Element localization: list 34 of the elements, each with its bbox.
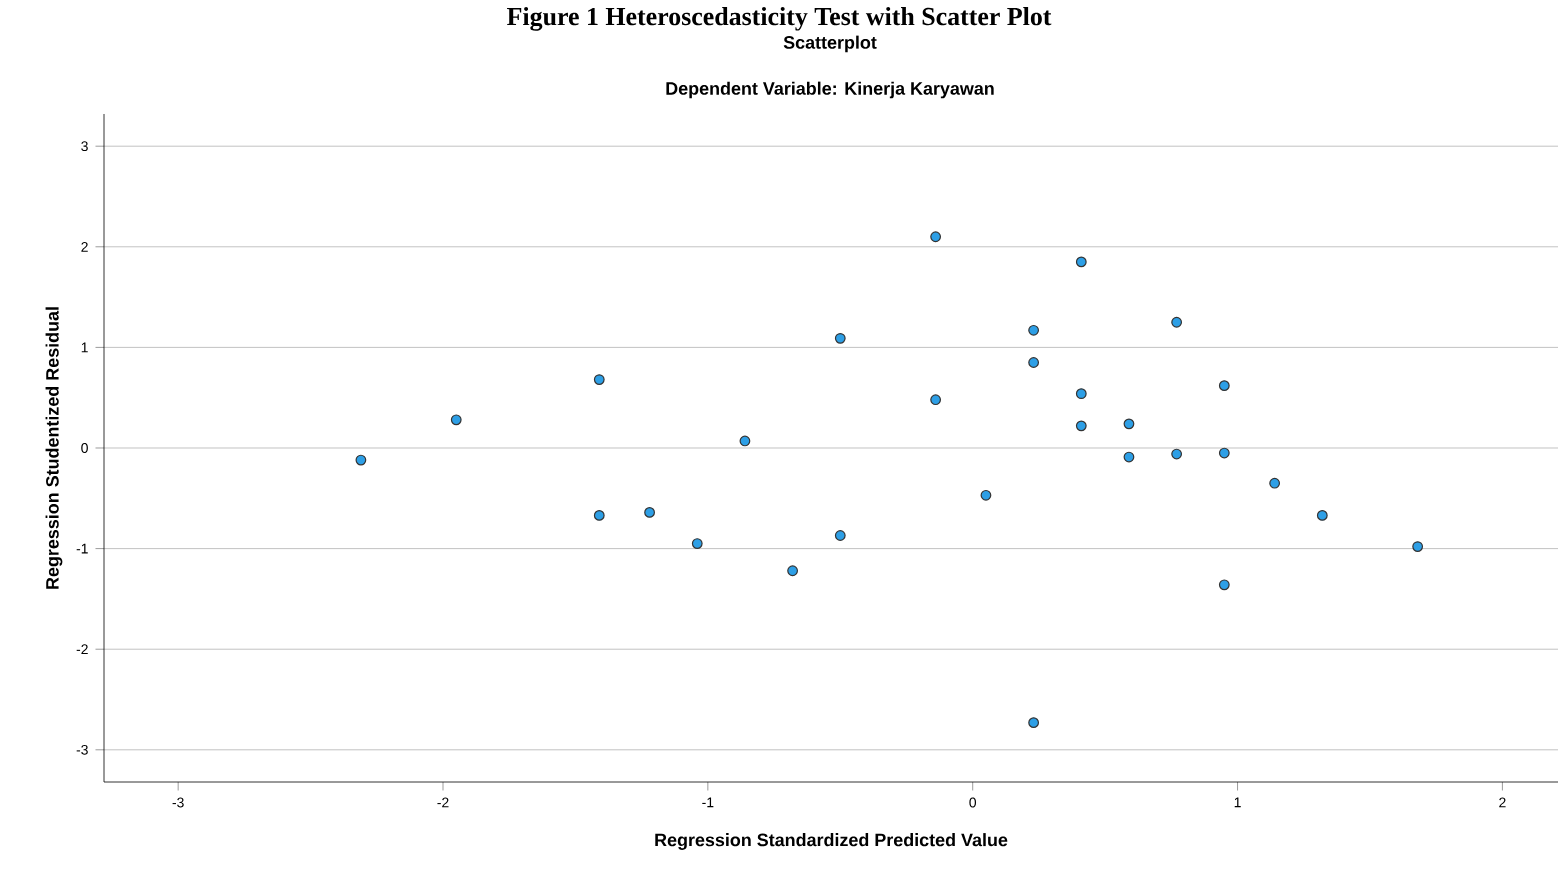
point <box>1218 579 1230 591</box>
point <box>1123 418 1135 430</box>
point <box>930 394 942 406</box>
point <box>930 231 942 243</box>
point <box>1218 447 1230 459</box>
chart-subtitle: Dependent Variable: Kinerja Karyawan <box>666 81 994 99</box>
point <box>1028 357 1040 368</box>
point <box>1316 510 1328 521</box>
point <box>1123 451 1135 463</box>
point <box>1075 420 1087 432</box>
point <box>593 510 605 521</box>
point <box>593 374 605 385</box>
point <box>1218 380 1230 392</box>
point <box>644 506 655 518</box>
point <box>1171 316 1183 328</box>
x-axis-title: Regression Standardized Predicted Value <box>655 833 1008 850</box>
point <box>787 565 799 577</box>
point <box>1269 477 1281 489</box>
y-axis-title: Regression Studentized Residual <box>45 307 63 589</box>
point <box>1028 717 1040 729</box>
caption: Figure 1 Heteroscedasticity Test with Scatter Plot <box>507 7 1052 31</box>
point <box>355 454 367 466</box>
point <box>980 489 992 501</box>
point <box>1412 541 1424 552</box>
point <box>691 538 703 549</box>
point <box>450 414 462 426</box>
point <box>834 530 846 541</box>
point <box>1075 388 1087 400</box>
point <box>1075 256 1087 268</box>
point <box>1171 448 1183 460</box>
chart-title: Scatterplot <box>783 35 877 53</box>
point <box>834 332 846 344</box>
point <box>739 435 751 447</box>
point <box>1028 324 1040 336</box>
